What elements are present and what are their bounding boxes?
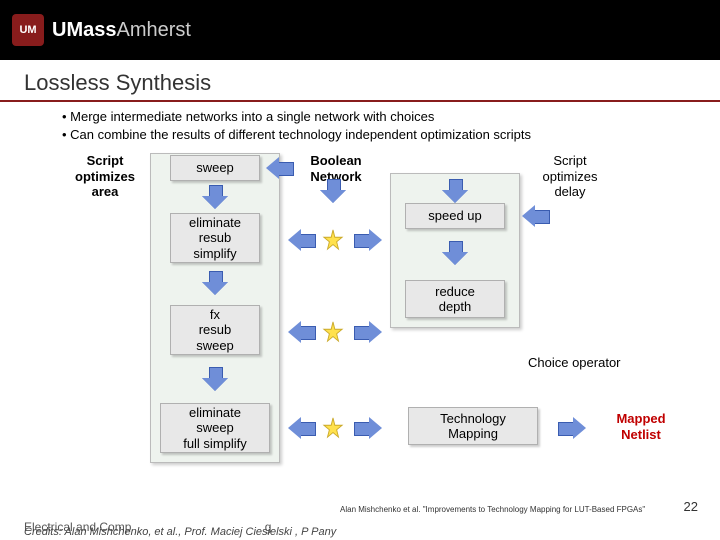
arrow-right-icon: [354, 321, 384, 343]
choice-star-icon: [322, 417, 344, 439]
logo-light: Amherst: [116, 19, 190, 41]
choice-star-icon: [322, 321, 344, 343]
logo-badge: UM: [12, 14, 44, 46]
label-script-delay: Script optimizes delay: [535, 153, 605, 200]
arrow-right-icon: [558, 417, 588, 439]
label-script-area: Script optimizes area: [70, 153, 140, 200]
arrow-right-icon: [354, 417, 384, 439]
arrow-left-icon: [264, 157, 294, 179]
box-sweep: sweep: [170, 155, 260, 181]
arrow-right-icon: [354, 229, 384, 251]
arrow-down-icon: [202, 367, 228, 391]
box-eliminate-sweep-full-simplify: eliminate sweep full simplify: [160, 403, 270, 453]
label-mapped-netlist: Mapped Netlist: [606, 411, 676, 442]
bullet-2: • Can combine the results of different t…: [62, 126, 720, 144]
bullet-1: • Merge intermediate networks into a sin…: [62, 108, 720, 126]
arrow-down-icon: [442, 241, 468, 265]
arrow-left-icon: [286, 417, 316, 439]
footer-citation: Alan Mishchenko et al. "Improvements to …: [340, 505, 645, 514]
footer-credits: Credits: Alan Mishchenko, et al., Prof. …: [24, 526, 336, 538]
box-fx-resub-sweep: fx resub sweep: [170, 305, 260, 355]
box-tech-mapping: Technology Mapping: [408, 407, 538, 445]
logo-text: UMassAmherst: [52, 19, 191, 42]
box-speed-up: speed up: [405, 203, 505, 229]
title-underline: [0, 100, 720, 102]
choice-star-icon: [322, 229, 344, 251]
page-title: Lossless Synthesis: [0, 60, 720, 100]
label-choice-operator: Choice operator: [528, 355, 658, 371]
box-reduce-depth: reduce depth: [405, 280, 505, 318]
arrow-left-icon: [286, 321, 316, 343]
arrow-down-icon: [320, 179, 346, 203]
header-bar: UM UMassAmherst: [0, 0, 720, 60]
arrow-left-icon: [286, 229, 316, 251]
arrow-down-icon: [442, 179, 468, 203]
diagram-area: Script optimizes area Boolean Network Sc…: [0, 153, 720, 483]
arrow-down-icon: [202, 185, 228, 209]
arrow-left-icon: [520, 205, 550, 227]
bullet-list: • Merge intermediate networks into a sin…: [0, 108, 720, 149]
box-eliminate-resub-simplify: eliminate resub simplify: [170, 213, 260, 263]
logo-bold: UMass: [52, 19, 116, 41]
page-number: 22: [684, 499, 698, 514]
arrow-down-icon: [202, 271, 228, 295]
